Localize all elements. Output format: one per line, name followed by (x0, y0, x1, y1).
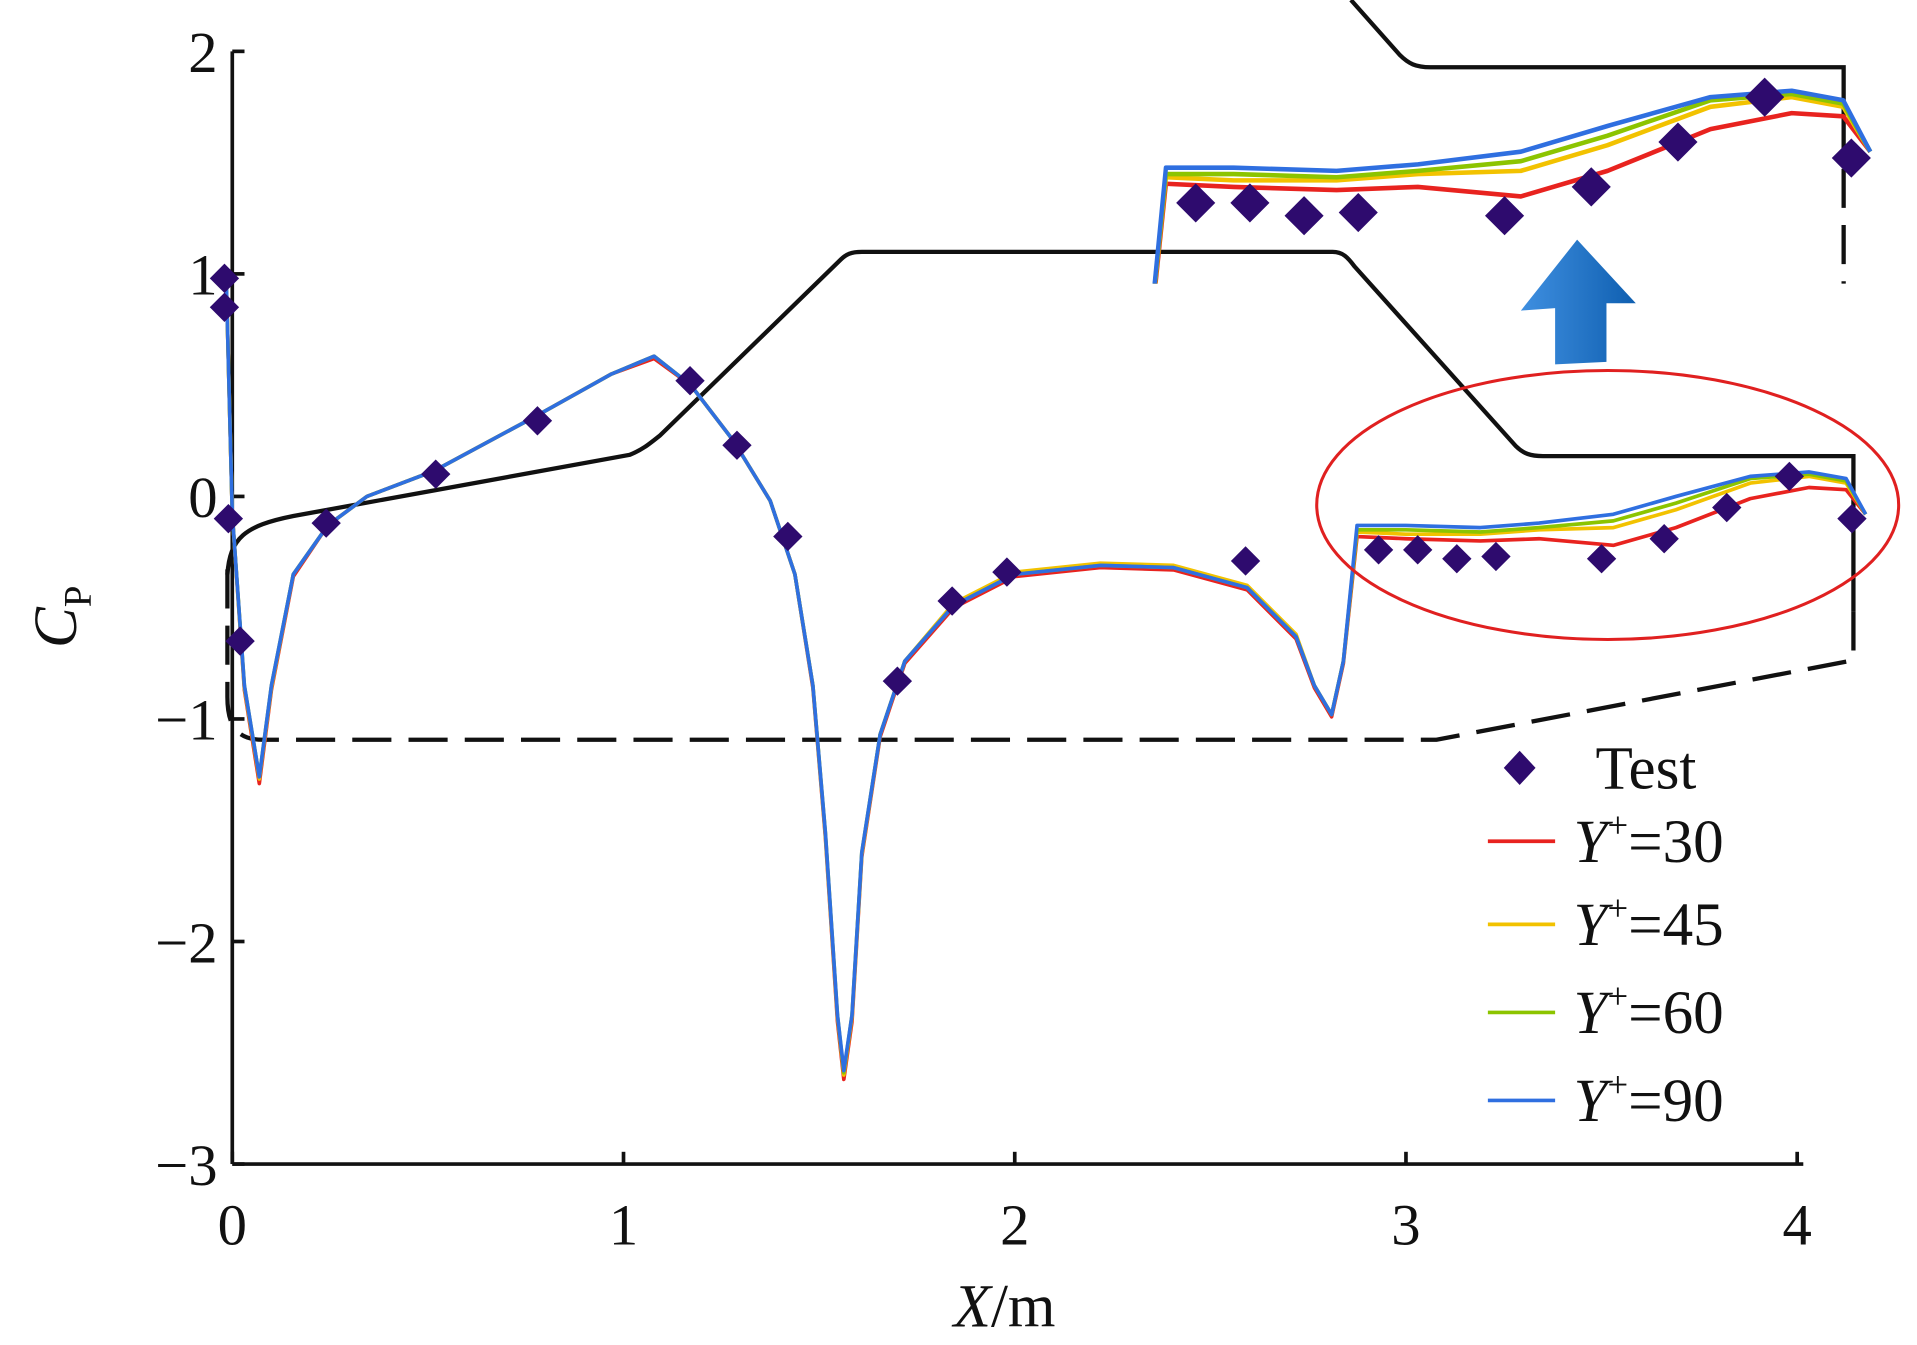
inset-test-point (1176, 183, 1216, 223)
x-tick-label: 4 (1783, 1193, 1812, 1258)
test-point (1403, 535, 1433, 565)
inset-test-point (1485, 196, 1525, 236)
legend-test-label: Test (1595, 736, 1696, 803)
test-point (1586, 544, 1617, 574)
legend-label: Y+=90 (1573, 1064, 1723, 1135)
test-points (209, 263, 1867, 696)
series-line-Y+=90 (224, 284, 1868, 1073)
x-tick-label: 2 (1000, 1193, 1029, 1258)
vehicle-outline-dashed (225, 568, 1856, 742)
x-tick-label: 1 (609, 1193, 638, 1258)
inset-test-point (1745, 77, 1785, 117)
test-point (1481, 541, 1511, 572)
inset-series-group (1152, 88, 1873, 284)
test-point (1230, 546, 1261, 576)
test-point (1774, 461, 1805, 492)
inset-outline-solid (1349, 0, 1846, 113)
series-line-Y+=60 (224, 284, 1868, 1075)
legend-test-marker (1503, 750, 1536, 785)
x-tick-label: 0 (218, 1193, 247, 1258)
y-tick-label: −2 (155, 910, 217, 975)
y-tick-label: 0 (188, 465, 217, 530)
test-point (522, 406, 553, 436)
test-point (209, 292, 240, 322)
inset-test-point (1284, 196, 1324, 236)
axes (230, 51, 1804, 1166)
test-point (421, 459, 451, 489)
inset-test-point (1338, 192, 1378, 233)
test-point (675, 366, 705, 396)
test-point (773, 521, 803, 552)
series-line-Y+=30 (224, 284, 1868, 1082)
ticks: 210−1−2−30 1 2 3 4 (155, 20, 1812, 1258)
x-tick-label: 3 (1391, 1193, 1420, 1258)
test-point (992, 557, 1022, 587)
test-point (882, 666, 913, 696)
inset-series-line-Y+=60 (1152, 91, 1873, 284)
vehicle-outline (225, 0, 1856, 742)
test-point (209, 263, 240, 294)
test-point (937, 586, 967, 616)
inset-test-point (1571, 167, 1611, 207)
test-point (1712, 492, 1742, 523)
test-point (213, 504, 244, 534)
y-tick-label: −3 (155, 1133, 217, 1198)
series-line-Y+=45 (224, 284, 1868, 1077)
legend-label: Y+=30 (1573, 805, 1723, 876)
inset-test-point (1831, 138, 1871, 178)
inset-test-point (1658, 122, 1698, 162)
y-tick-label: 2 (188, 20, 217, 85)
series-group (224, 284, 1868, 1082)
test-point (1363, 535, 1394, 565)
y-axis-title: CP (23, 585, 100, 648)
inset-test-points (1176, 77, 1871, 236)
test-point (225, 626, 255, 656)
legend-label: Y+=45 (1573, 888, 1723, 959)
test-point (1649, 524, 1679, 554)
y-tick-label: −1 (155, 688, 217, 753)
y-tick-label: 1 (188, 243, 217, 308)
test-point (1442, 544, 1472, 574)
highlight-ellipse (1315, 368, 1901, 642)
inset-test-point (1230, 183, 1270, 223)
inset-series-line-Y+=90 (1152, 88, 1873, 284)
legend-label: Y+=60 (1573, 976, 1723, 1047)
legend: Test Y+=30 Y+=45 Y+=60 Y+=90 (1487, 736, 1724, 1135)
vehicle-outline-solid (225, 249, 1856, 612)
test-point (1837, 504, 1867, 534)
x-axis-title: X/m (951, 1274, 1056, 1341)
test-point (722, 430, 752, 460)
up-arrow-icon (1520, 239, 1636, 365)
